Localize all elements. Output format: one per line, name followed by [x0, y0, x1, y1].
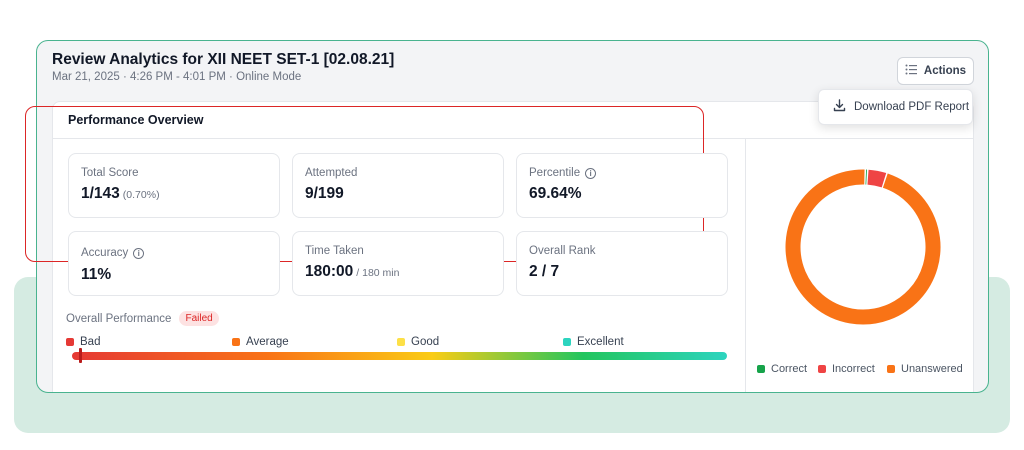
download-label: Download PDF Report — [854, 101, 970, 113]
donut-slice-unanswered — [785, 169, 941, 325]
level-label: Bad — [80, 336, 101, 348]
overall-performance-row: Overall Performance Failed — [66, 311, 219, 326]
performance-gradient-bar — [72, 352, 727, 360]
level-label: Average — [246, 336, 289, 348]
stat-percentile: Percentile i 69.64% — [516, 153, 728, 218]
stat-label: Accuracy — [81, 247, 129, 259]
stat-accuracy: Accuracy i 11% — [68, 231, 280, 296]
stat-sub: (0.70%) — [122, 189, 160, 201]
status-badge: Failed — [179, 311, 219, 326]
stat-label: Time Taken — [305, 245, 364, 257]
stat-label: Attempted — [305, 167, 358, 179]
stat-label: Percentile — [529, 167, 581, 179]
stat-overall-rank: Overall Rank 2 / 7 — [516, 231, 728, 296]
level-average: Average — [232, 336, 289, 348]
stat-time-taken: Time Taken 180:00/ 180 min — [292, 231, 504, 296]
average-swatch — [232, 338, 240, 346]
legend-label: Unanswered — [901, 363, 963, 375]
card-header: Performance Overview — [53, 102, 973, 139]
stat-total-score: Total Score 1/143 (0.70%) — [68, 153, 280, 218]
level-label: Good — [411, 336, 440, 348]
stat-value: 1/143 — [81, 185, 120, 202]
actions-button[interactable]: Actions — [897, 57, 974, 85]
legend-incorrect: Incorrect — [818, 363, 875, 375]
legend-unanswered: Unanswered — [887, 363, 963, 375]
legend-label: Incorrect — [832, 363, 875, 375]
stat-value: 180:00 — [305, 263, 354, 280]
incorrect-swatch — [818, 365, 826, 373]
performance-marker — [78, 348, 82, 363]
overall-performance-label: Overall Performance — [66, 312, 172, 325]
page-subtitle: Mar 21, 2025 · 4:26 PM - 4:01 PM · Onlin… — [52, 71, 302, 83]
download-icon — [833, 99, 846, 115]
level-bad: Bad — [66, 336, 100, 348]
page-title: Review Analytics for XII NEET SET-1 [02.… — [52, 51, 395, 68]
stat-value: 2 / 7 — [529, 263, 560, 280]
stat-label: Overall Rank — [529, 245, 596, 257]
info-icon[interactable]: i — [133, 247, 145, 259]
level-label: Excellent — [577, 336, 624, 348]
bad-swatch — [66, 338, 74, 346]
info-icon[interactable]: i — [585, 167, 597, 179]
list-icon — [905, 64, 917, 78]
level-excellent: Excellent — [563, 336, 624, 348]
stat-value: 11% — [81, 266, 112, 283]
legend-label: Correct — [771, 363, 808, 375]
stat-label: Total Score — [81, 167, 139, 179]
legend-correct: Correct — [757, 363, 807, 375]
download-pdf-report-item[interactable]: Download PDF Report — [818, 89, 973, 125]
level-good: Good — [397, 336, 439, 348]
stat-attempted: Attempted 9/199 — [292, 153, 504, 218]
excellent-swatch — [563, 338, 571, 346]
stat-value: 69.64% — [529, 185, 582, 202]
donut-slice-incorrect — [867, 169, 887, 188]
column-divider — [745, 139, 746, 392]
unanswered-swatch — [887, 365, 895, 373]
actions-label: Actions — [923, 65, 967, 77]
stat-value: 9/199 — [305, 185, 344, 202]
stat-sub: / 180 min — [356, 267, 400, 279]
card-title: Performance Overview — [68, 113, 204, 127]
good-swatch — [397, 338, 405, 346]
answers-donut-chart — [785, 169, 941, 325]
correct-swatch — [757, 365, 765, 373]
